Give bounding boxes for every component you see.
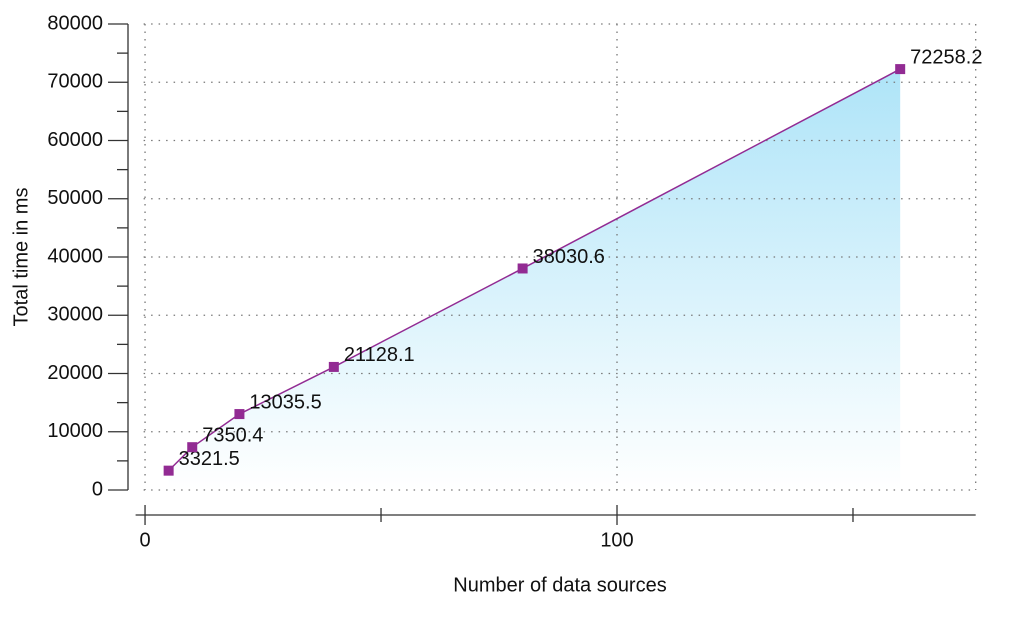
marker [328, 361, 339, 372]
y-tick-label: 50000 [47, 187, 103, 209]
y-tick-label: 10000 [47, 420, 103, 442]
data-label: 7350.4 [202, 424, 263, 446]
marker [187, 442, 198, 453]
axes-layer: 0 10000 20000 30000 40000 50000 60000 70000 8000… [47, 12, 976, 551]
y-tick-label: 70000 [47, 71, 103, 93]
y-tick-label: 60000 [47, 129, 103, 151]
data-label: 38030.6 [533, 246, 605, 268]
x-tick-label: 0 [139, 529, 150, 551]
y-tick-label: 0 [92, 478, 103, 500]
y-tick-label: 80000 [47, 12, 103, 34]
y-tick-label: 40000 [47, 245, 103, 267]
grid-layer [143, 23, 977, 491]
area-layer [168, 69, 901, 491]
x-tick-label: 100 [600, 529, 633, 551]
data-label: 21128.1 [344, 344, 415, 366]
y-axis-title: Total time in ms [10, 188, 32, 327]
y-tick-label: 30000 [47, 304, 103, 326]
area-fill [168, 69, 901, 491]
y-tick-label: 20000 [47, 362, 103, 384]
marker [234, 409, 245, 420]
data-label: 13035.5 [249, 391, 321, 413]
marker [163, 465, 174, 476]
marker [895, 64, 906, 75]
data-label: 72258.2 [910, 46, 982, 68]
marker [517, 263, 528, 274]
x-axis-title: Number of data sources [453, 574, 666, 596]
data-label: 3321.5 [179, 448, 240, 470]
